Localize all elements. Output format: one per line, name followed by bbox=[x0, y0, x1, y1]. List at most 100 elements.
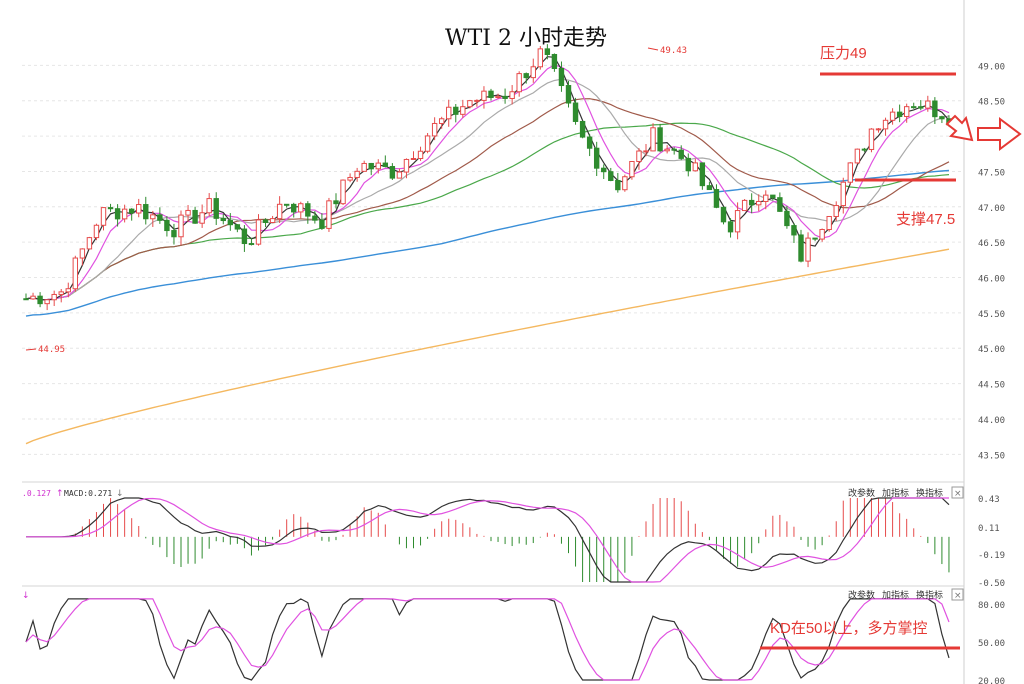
macd-close-button[interactable] bbox=[951, 486, 964, 499]
candle-body bbox=[93, 224, 100, 239]
candle-body bbox=[276, 203, 283, 220]
macd-tick-label: -0.50 bbox=[978, 579, 1005, 589]
candle-body bbox=[164, 219, 170, 232]
candle-body bbox=[206, 198, 212, 214]
candle-body bbox=[495, 95, 501, 98]
candle-body bbox=[213, 198, 219, 219]
candle-body bbox=[150, 214, 156, 220]
candle-body bbox=[44, 299, 50, 305]
candle-body bbox=[382, 162, 389, 168]
kd-close-button[interactable] bbox=[951, 588, 964, 601]
ma-pink-line bbox=[25, 64, 950, 301]
candle-body bbox=[431, 122, 438, 137]
candle-body bbox=[481, 90, 487, 101]
kd-down-arrow-icon: ↓ bbox=[22, 591, 30, 601]
candle-body bbox=[516, 73, 522, 93]
macd-tick-label: 0.43 bbox=[978, 495, 1000, 505]
candle-body bbox=[565, 85, 572, 104]
candle-body bbox=[558, 68, 565, 87]
ma-gray-line bbox=[25, 78, 950, 301]
candle-body bbox=[79, 248, 86, 259]
candle-body bbox=[537, 48, 544, 68]
macd-btn-params[interactable]: 改参数 bbox=[848, 487, 875, 499]
candle-body bbox=[875, 128, 882, 131]
candle-body bbox=[692, 162, 699, 172]
candle-body bbox=[333, 200, 339, 205]
candle-body bbox=[741, 199, 748, 212]
candle-body bbox=[86, 237, 93, 250]
candle-body bbox=[467, 100, 473, 108]
candle-body bbox=[30, 295, 36, 300]
macd-btn-switch[interactable]: 换指标 bbox=[916, 487, 943, 499]
candle-body bbox=[685, 157, 691, 172]
candle-body bbox=[326, 200, 332, 229]
candle-body bbox=[241, 228, 248, 245]
candle-body bbox=[551, 53, 558, 70]
candles bbox=[23, 44, 952, 311]
candle-body bbox=[354, 170, 360, 178]
candle-body bbox=[424, 135, 431, 152]
candle-body bbox=[474, 99, 480, 102]
kd-btn-params[interactable]: 改参数 bbox=[848, 589, 875, 601]
candle-body bbox=[918, 106, 924, 109]
y-tick-label: 43.50 bbox=[978, 451, 1005, 461]
candle-body bbox=[643, 150, 649, 153]
candle-body bbox=[664, 148, 670, 152]
candle-body bbox=[509, 91, 515, 99]
candle-body bbox=[748, 199, 755, 206]
candle-body bbox=[777, 197, 783, 212]
candle-body bbox=[791, 225, 797, 236]
candle-body bbox=[23, 298, 29, 301]
candle-body bbox=[340, 179, 346, 205]
ma-orange-line bbox=[25, 248, 950, 445]
candle-body bbox=[868, 128, 875, 150]
candle-body bbox=[734, 210, 741, 233]
candle-body bbox=[453, 106, 459, 115]
kd-tick-label: 80.00 bbox=[978, 601, 1005, 611]
candle-body bbox=[756, 200, 762, 206]
candle-body bbox=[593, 147, 600, 169]
macd-dif-line bbox=[26, 497, 950, 583]
candle-body bbox=[896, 111, 903, 117]
candle-body bbox=[770, 194, 776, 199]
candle-body bbox=[185, 209, 191, 216]
macd-btn-add[interactable]: 加指标 bbox=[882, 487, 909, 499]
candle-body bbox=[727, 221, 734, 233]
candle-body bbox=[269, 218, 276, 224]
high-marker bbox=[647, 47, 659, 51]
ma-brown-line bbox=[25, 98, 950, 301]
candle-body bbox=[812, 237, 818, 240]
candle-body bbox=[671, 148, 677, 151]
candle-body bbox=[586, 136, 593, 149]
candle-body bbox=[847, 162, 854, 183]
candle-body bbox=[798, 234, 804, 262]
kd-panel bbox=[25, 598, 950, 681]
candle-body bbox=[199, 212, 205, 224]
kd-btn-add[interactable]: 加指标 bbox=[882, 589, 909, 601]
candle-body bbox=[192, 209, 198, 224]
candle-body bbox=[544, 48, 551, 55]
kd-tick-label: 50.00 bbox=[978, 639, 1005, 649]
macd-close-icon: × bbox=[954, 489, 962, 499]
kd-note: KD在50以上，多方掌控 bbox=[770, 620, 928, 637]
macd-panel bbox=[26, 497, 950, 583]
candle-body bbox=[234, 224, 241, 230]
candle-body bbox=[446, 106, 452, 120]
candle-body bbox=[438, 118, 445, 124]
candle-body bbox=[291, 203, 297, 213]
candle-body bbox=[840, 181, 846, 207]
candle-body bbox=[861, 148, 868, 151]
macd-header-label: MACD:0.271 bbox=[64, 489, 112, 498]
candle-body bbox=[368, 162, 374, 170]
candle-body bbox=[523, 73, 529, 79]
candle-body bbox=[854, 148, 861, 164]
low-label: 44.95 bbox=[38, 345, 65, 355]
candle-body bbox=[100, 207, 107, 226]
y-tick-label: 49.00 bbox=[978, 62, 1005, 72]
arrow-down-right-icon bbox=[945, 114, 974, 142]
candle-body bbox=[255, 219, 262, 245]
kd-close-icon: × bbox=[954, 591, 962, 601]
grid bbox=[22, 0, 965, 684]
candle-body bbox=[72, 257, 79, 290]
kd-btn-switch[interactable]: 换指标 bbox=[916, 589, 943, 601]
